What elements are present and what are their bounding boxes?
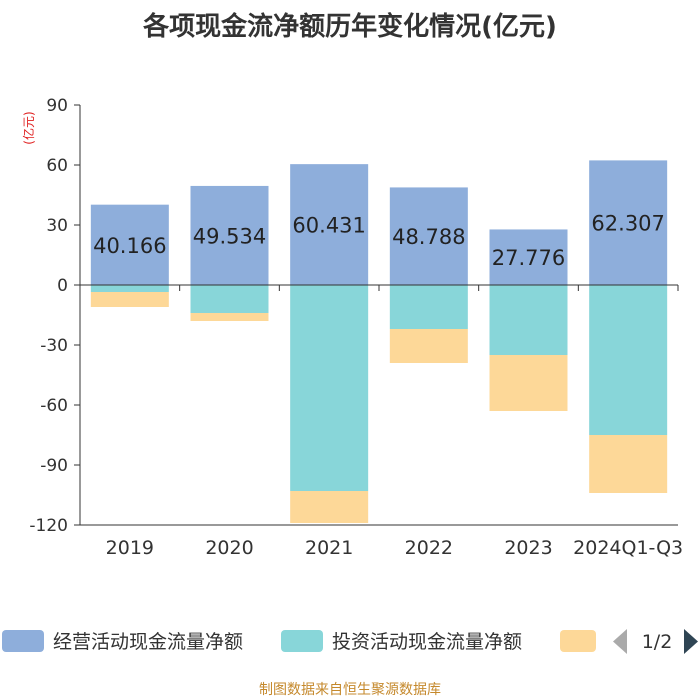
legend-swatch-operating[interactable]: [2, 630, 44, 652]
bar-series-0[interactable]: [190, 185, 269, 285]
bar-series-2[interactable]: [90, 292, 169, 307]
bar-series-1[interactable]: [190, 285, 269, 313]
bar-data-label: 60.431: [292, 214, 365, 238]
bar-data-label: 27.776: [492, 246, 565, 270]
y-axis-unit-label: (亿元): [21, 111, 36, 144]
bar-series-0[interactable]: [290, 164, 369, 285]
bar-series-1[interactable]: [589, 285, 668, 435]
bar-data-label: 49.534: [193, 224, 266, 248]
y-tick-label: -120: [29, 516, 68, 536]
y-tick-label: 30: [46, 216, 68, 236]
source-note: 制图数据来自恒生聚源数据库: [259, 682, 441, 698]
bar-data-label: 48.788: [392, 225, 465, 249]
y-tick-label: -90: [40, 456, 68, 476]
bar-series-2[interactable]: [190, 313, 269, 321]
x-category-label: 2019: [106, 537, 154, 559]
x-category-label: 2023: [504, 537, 552, 559]
legend-swatch-financing[interactable]: [560, 630, 596, 652]
chart-title: 各项现金流净额历年变化情况(亿元): [143, 12, 557, 42]
legend-prev-icon[interactable]: [613, 629, 627, 654]
bar-series-2[interactable]: [389, 329, 468, 363]
bar-series-1[interactable]: [389, 285, 468, 329]
bar-series-2[interactable]: [589, 435, 668, 493]
bar-series-0[interactable]: [589, 160, 668, 285]
legend-label-investing[interactable]: 投资活动现金流量净额: [332, 631, 522, 653]
bar-series-2[interactable]: [290, 491, 369, 523]
bar-series-0[interactable]: [389, 187, 468, 285]
y-tick-label: -30: [40, 336, 68, 356]
bar-series-0[interactable]: [90, 204, 169, 285]
legend-label-operating[interactable]: 经营活动现金流量净额: [53, 631, 243, 653]
bar-series-1[interactable]: [489, 285, 568, 355]
x-category-label: 2022: [405, 537, 453, 559]
legend-page-indicator: 1/2: [642, 631, 673, 653]
bar-series-0[interactable]: [489, 229, 568, 285]
bar-data-label: 62.307: [591, 212, 664, 236]
y-tick-label: -60: [40, 396, 68, 416]
x-category-label: 2021: [305, 537, 353, 559]
x-category-label: 2024Q1-Q3: [573, 537, 683, 559]
bar-series-1[interactable]: [90, 285, 169, 292]
y-tick-label: 60: [46, 156, 68, 176]
bar-data-label: 40.166: [93, 234, 166, 258]
legend-next-icon[interactable]: [684, 629, 698, 654]
legend-swatch-investing[interactable]: [281, 630, 323, 652]
x-category-label: 2020: [205, 537, 253, 559]
bar-series-1[interactable]: [290, 285, 369, 491]
y-tick-label: 90: [46, 96, 68, 116]
y-tick-label: 0: [57, 276, 68, 296]
bar-series-2[interactable]: [489, 355, 568, 411]
